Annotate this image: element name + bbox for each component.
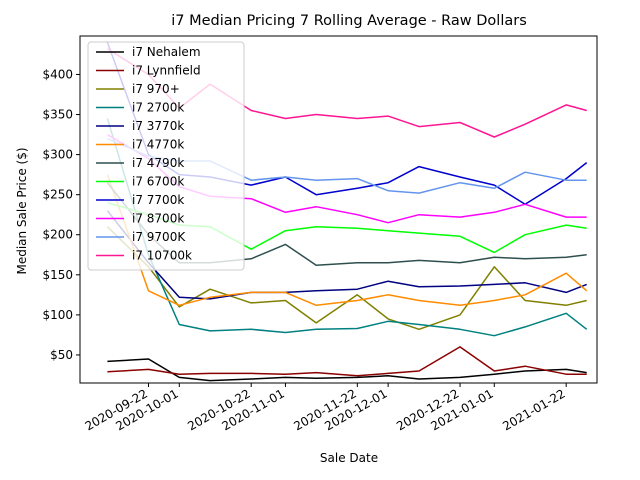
- y-tick-label: $400: [42, 67, 73, 81]
- legend-label: i7 Nehalem: [132, 45, 201, 59]
- series-line-4: [106, 118, 588, 337]
- y-tick-label: $150: [42, 268, 73, 282]
- legend-label: i7 3770k: [132, 119, 184, 133]
- legend: i7 Nehalem i7 Lynnfield i7 970+ i7 2700k i7 …: [87, 41, 245, 271]
- legend-box: [87, 41, 245, 271]
- y-tick-label: $250: [42, 188, 73, 202]
- legend-label: i7 970+: [132, 82, 180, 96]
- series-line-6: [106, 174, 588, 307]
- plot-frame: [79, 35, 598, 384]
- legend-label: i7 8700k: [132, 212, 184, 226]
- y-tick-label: $50: [50, 348, 73, 362]
- legend-label: i7 Lynnfield: [132, 64, 201, 78]
- y-tick-label: $350: [42, 108, 73, 122]
- legend-label: i7 2700k: [132, 101, 184, 115]
- legend-label: i7 4770k: [132, 138, 184, 152]
- y-tick-label: $100: [42, 308, 73, 322]
- series-line-2: [107, 346, 587, 377]
- y-axis-title: Median Sale Price ($): [15, 147, 29, 274]
- legend-label: i7 4790k: [132, 156, 184, 170]
- legend-label: i7 10700k: [132, 249, 192, 263]
- y-tick-label: $200: [42, 228, 73, 242]
- legend-label: i7 6700k: [132, 175, 184, 189]
- x-axis-title: Sale Date: [320, 451, 378, 465]
- series-line-5: [106, 210, 587, 300]
- series-line-3: [106, 226, 587, 331]
- y-tick-label: $300: [42, 148, 73, 162]
- series-line-1: [107, 358, 587, 382]
- legend-label: i7 9700K: [132, 230, 186, 244]
- legend-label: i7 7700k: [132, 193, 184, 207]
- chart-title: i7 Median Pricing 7 Rolling Average - Ra…: [171, 13, 527, 29]
